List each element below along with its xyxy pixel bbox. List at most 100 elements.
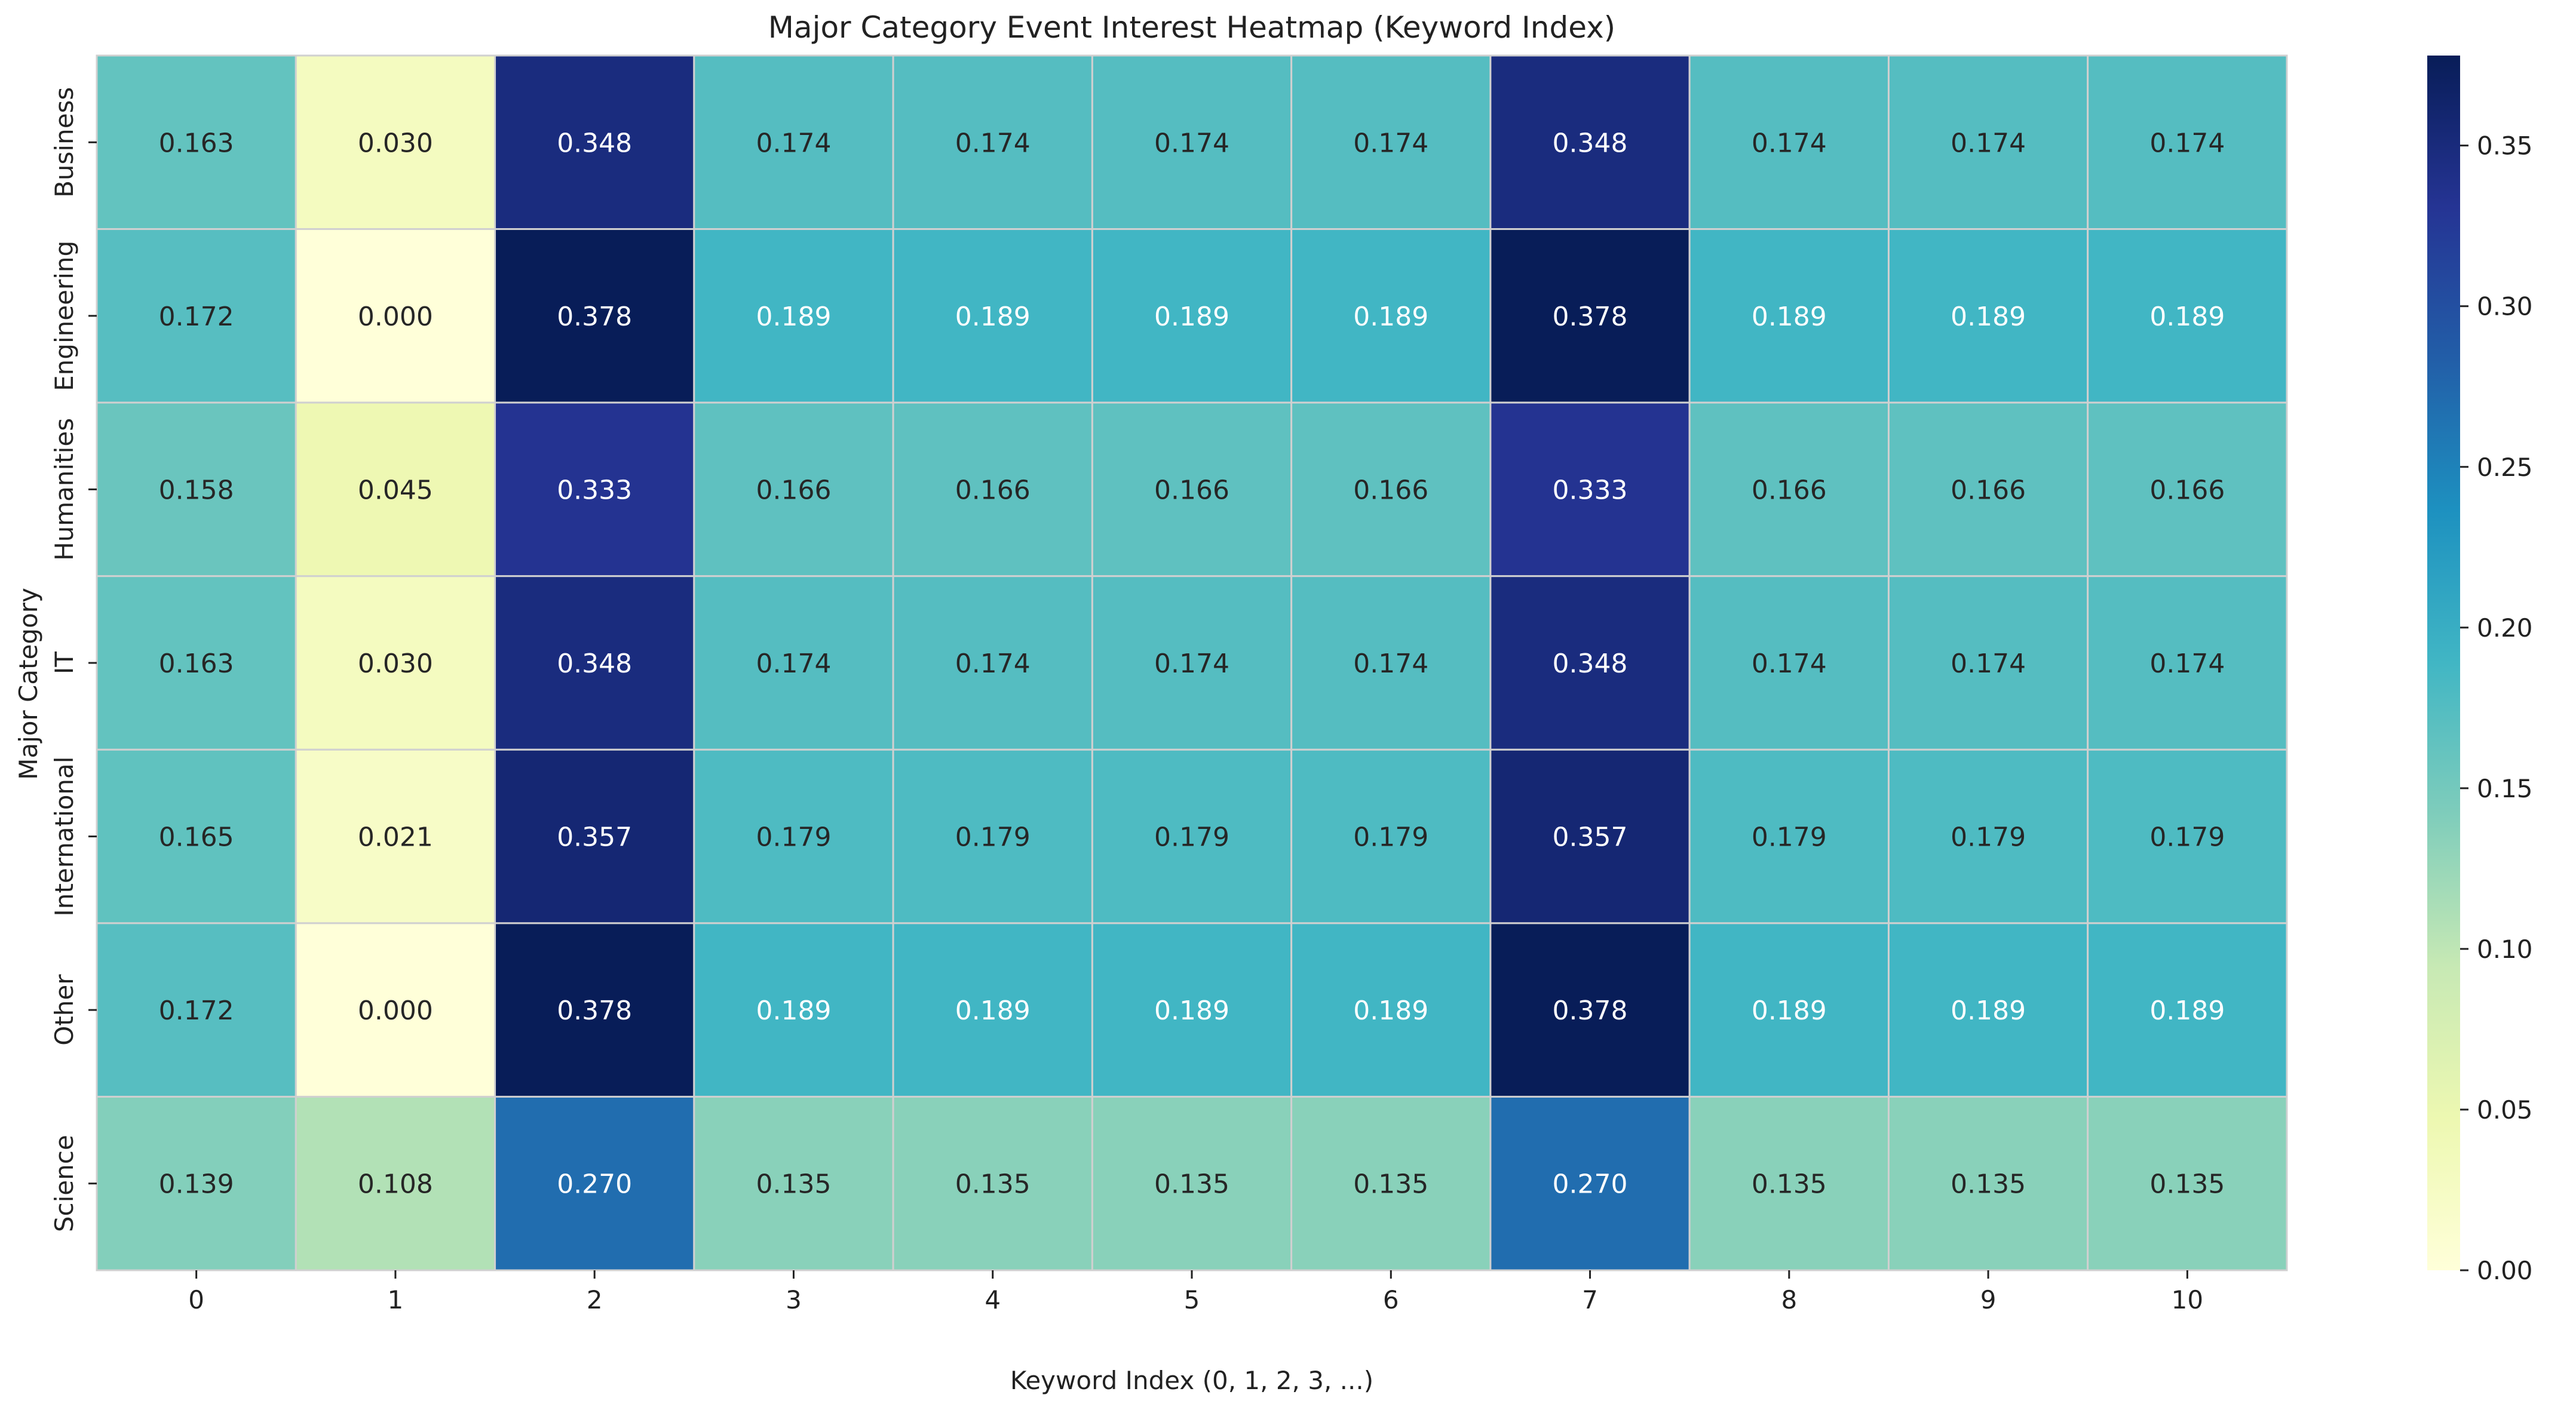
heatmap-cell [1091,575,1293,751]
cell-value-label: 0.189 [955,302,1031,332]
heatmap-cell [1887,54,2089,231]
cell-value-label: 0.163 [159,128,234,158]
cell-value-label: 0.348 [557,649,632,679]
cell-value-label: 0.166 [756,475,831,505]
x-tick-label: 1 [388,1285,404,1314]
cell-value-label: 0.189 [1154,302,1229,332]
x-tick-label: 9 [1980,1285,1997,1314]
cell-value-label: 0.174 [1154,128,1229,158]
heatmap-cell [494,228,695,404]
cell-value-label: 0.179 [1752,822,1827,853]
y-tick-label: Engineering [50,241,79,391]
cell-value-label: 0.357 [1553,822,1628,853]
colorbar-gradient [2427,56,2460,1270]
heatmap-cell [96,401,297,578]
colorbar-tick-label: 0.35 [2477,131,2533,161]
heatmap-cell [96,228,297,404]
cell-value-label: 0.172 [159,996,234,1026]
heatmap-cell [96,922,297,1098]
heatmap-cell [1887,748,2089,924]
heatmap-cell [2087,575,2288,751]
chart-title: Major Category Event Interest Heatmap (K… [768,10,1615,45]
cell-value-label: 0.174 [2149,128,2225,158]
cell-value-label: 0.172 [159,302,234,332]
x-tick-label: 6 [1383,1285,1399,1314]
heatmap-cell [494,1095,695,1271]
cell-value-label: 0.174 [1154,649,1229,679]
heatmap-cell [693,54,894,231]
heatmap-cell [1489,228,1691,404]
heatmap-cell [1887,575,2089,751]
heatmap-cell [1489,748,1691,924]
cell-value-label: 0.174 [1752,649,1827,679]
cell-value-label: 0.166 [1154,475,1229,505]
cell-value-label: 0.045 [358,475,433,505]
cell-value-label: 0.179 [756,822,831,853]
heatmap-cell [1489,401,1691,578]
heatmap-cell [96,748,297,924]
y-tick-label: Other [50,974,79,1046]
cell-value-label: 0.189 [2149,996,2225,1026]
colorbar-tick-label: 0.20 [2477,613,2533,643]
heatmap-cell [494,748,695,924]
heatmap-cell [1887,228,2089,404]
heatmap-cells [96,54,2288,1271]
heatmap-cell [2087,401,2288,578]
cell-value-label: 0.179 [955,822,1031,853]
heatmap-cell [494,401,695,578]
heatmap-cell [1091,1095,1293,1271]
cell-value-label: 0.139 [159,1169,234,1200]
cell-value-label: 0.000 [358,302,433,332]
cell-value-label: 0.189 [1154,996,1229,1026]
heatmap-cell [295,228,496,404]
cell-value-label: 0.030 [358,128,433,158]
heatmap-cell [1688,922,1890,1098]
heatmap-cell [1688,401,1890,578]
heatmap-cell [1290,54,1492,231]
cell-value-label: 0.174 [955,128,1031,158]
colorbar-tick-label: 0.30 [2477,292,2533,321]
heatmap-cell [1688,228,1890,404]
y-tick-label: International [50,757,79,917]
colorbar-tick-label: 0.00 [2477,1256,2533,1285]
heatmap-cell [1489,1095,1691,1271]
cell-value-label: 0.189 [1752,996,1827,1026]
cell-value-label: 0.189 [2149,302,2225,332]
x-tick-label: 5 [1184,1285,1200,1314]
cell-value-label: 0.174 [1951,649,2026,679]
heatmap-cell [494,54,695,231]
colorbar-tick-label: 0.25 [2477,453,2533,482]
heatmap-cell [1290,748,1492,924]
heatmap-cell [1091,748,1293,924]
x-tick-label: 10 [2172,1285,2203,1314]
cell-value-label: 0.333 [1553,475,1628,505]
cell-value-label: 0.174 [1353,128,1428,158]
heatmap-cell [96,575,297,751]
cell-value-label: 0.135 [1353,1169,1428,1200]
heatmap-cell [693,748,894,924]
heatmap-cell [1887,922,2089,1098]
y-axis-label: Major Category [14,588,43,780]
heatmap-cell [2087,1095,2288,1271]
cell-value-label: 0.000 [358,996,433,1026]
cell-value-label: 0.135 [1154,1169,1229,1200]
cell-value-label: 0.348 [1553,128,1628,158]
cell-value-label: 0.166 [955,475,1031,505]
heatmap-cell [693,228,894,404]
cell-value-label: 0.135 [955,1169,1031,1200]
cell-value-label: 0.179 [2149,822,2225,853]
heatmap-cell [2087,748,2288,924]
heatmap-cell [1489,922,1691,1098]
heatmap-cell [295,1095,496,1271]
heatmap-cell [2087,228,2288,404]
cell-value-label: 0.189 [1353,302,1428,332]
heatmap-cell [295,54,496,231]
heatmap-cell [892,922,1093,1098]
heatmap-cell [295,401,496,578]
y-tick-label: Humanities [50,418,79,561]
cell-value-label: 0.378 [557,302,632,332]
cell-value-label: 0.135 [1951,1169,2026,1200]
colorbar: 0.00 0.05 0.10 0.15 0.20 0.25 0.30 0.35 [2427,56,2533,1285]
cell-value-label: 0.174 [1951,128,2026,158]
heatmap-cell [96,1095,297,1271]
